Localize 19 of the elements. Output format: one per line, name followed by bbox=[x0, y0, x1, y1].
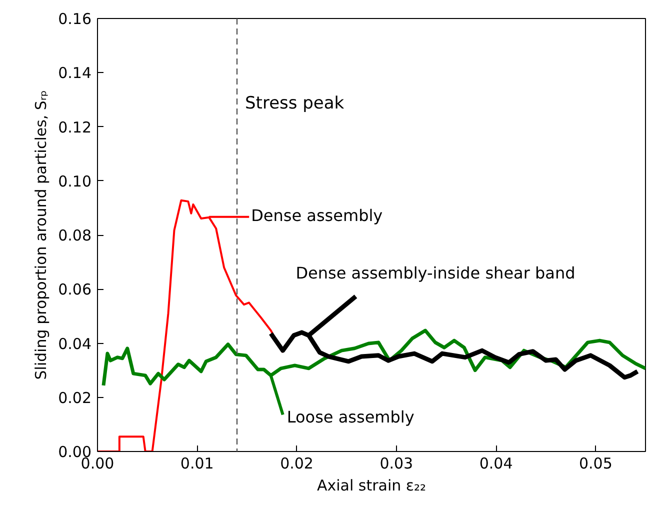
x-tick-label: 0.03 bbox=[380, 454, 414, 472]
x-tick-label: 0.04 bbox=[479, 454, 513, 472]
y-tick-label: 0.10 bbox=[58, 172, 92, 190]
annotation: Dense assembly bbox=[251, 206, 383, 225]
y-tick-label: 0.12 bbox=[58, 118, 92, 136]
annotation: Dense assembly-inside shear band bbox=[296, 263, 576, 282]
y-tick-label: 0.06 bbox=[58, 280, 92, 299]
y-tick-label: 0.14 bbox=[58, 64, 92, 82]
x-axis-title: Axial strain ε₂₂ bbox=[316, 476, 426, 494]
y-axis-title: Sliding proportion around particles, Sᵣₚ bbox=[32, 90, 50, 380]
y-tick-label: 0.16 bbox=[58, 10, 92, 28]
ref-line-label: Stress peak bbox=[244, 94, 344, 114]
x-tick-label: 0.05 bbox=[578, 454, 612, 472]
annotation: Loose assembly bbox=[286, 408, 414, 427]
y-tick-label: 0.08 bbox=[58, 226, 92, 244]
x-tick-label: 0.02 bbox=[280, 454, 314, 472]
y-tick-label: 0.02 bbox=[58, 388, 92, 407]
y-tick-label: 0.04 bbox=[58, 334, 92, 353]
x-tick-label: 0.01 bbox=[180, 454, 214, 472]
